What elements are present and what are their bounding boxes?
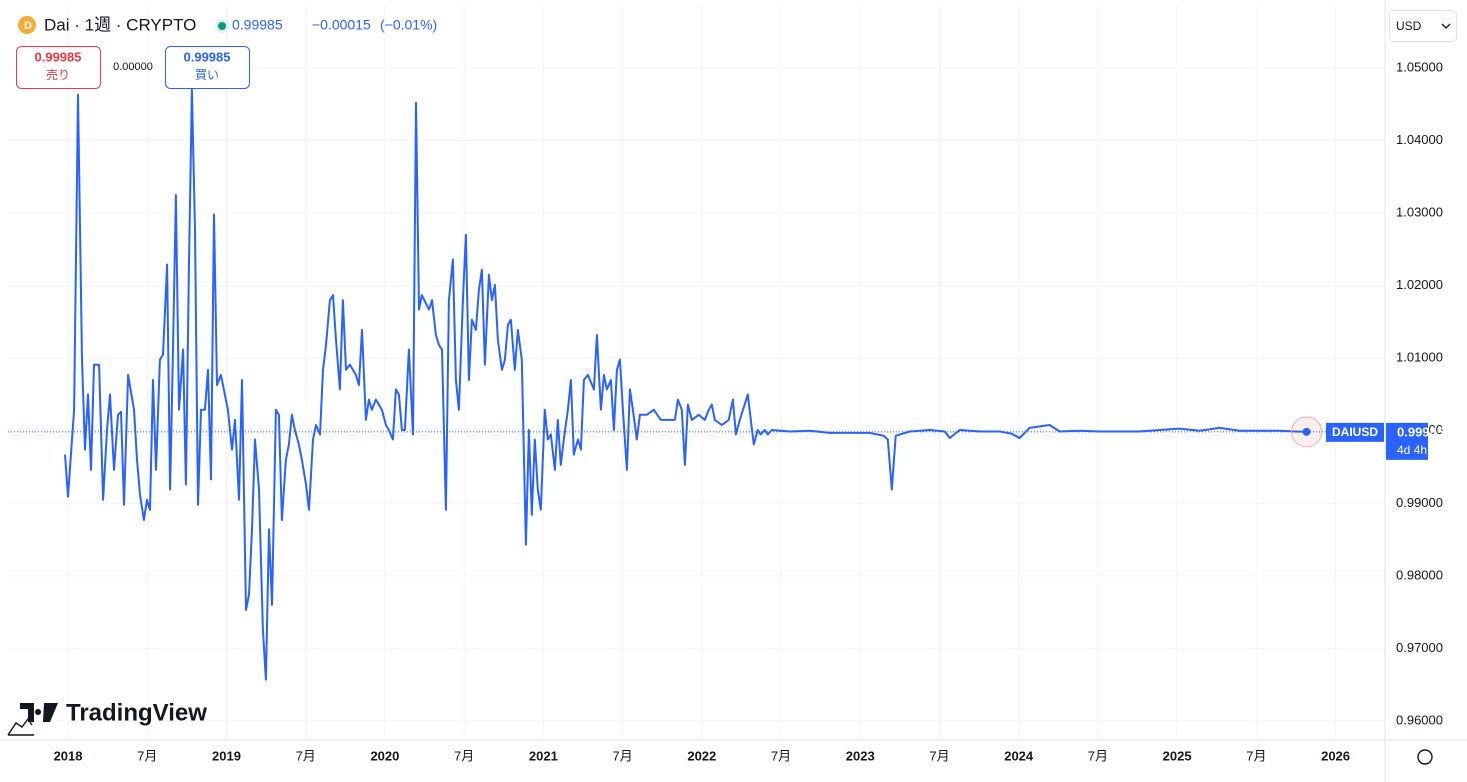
y-tick-label: 0.99000	[1396, 495, 1443, 510]
y-tick-label: 1.04000	[1396, 132, 1443, 147]
countdown-label: 4d 4h	[1397, 443, 1427, 457]
x-tick-label: 7月	[1088, 748, 1108, 763]
sell-price: 0.99985	[35, 49, 82, 64]
x-tick-label: 2020	[370, 748, 399, 763]
buy-button[interactable]	[165, 46, 250, 89]
x-tick-label: 2021	[529, 748, 558, 763]
coin-icon	[18, 16, 36, 34]
buy-price: 0.99985	[184, 49, 231, 64]
coin-icon-glyph: D	[24, 20, 32, 32]
change-pct: (−0.01%)	[380, 17, 437, 33]
symbol-tag	[1326, 422, 1384, 442]
replay-icon[interactable]	[7, 717, 34, 736]
y-tick-label: 0.97000	[1396, 640, 1443, 655]
x-tick-label: 2026	[1321, 748, 1350, 763]
price-tag-label: 0.99985	[1397, 424, 1444, 439]
x-tick-label: 2019	[212, 748, 241, 763]
last-price-dot	[1302, 427, 1311, 436]
settings-icon[interactable]	[1417, 749, 1433, 765]
currency: USD	[1396, 19, 1422, 33]
y-tick-label: 0.96000	[1396, 712, 1443, 727]
x-tick-label: 7月	[612, 748, 632, 763]
sell-label: 売り	[46, 67, 70, 82]
symbol-title: Dai · 1週 · CRYPTO	[44, 15, 196, 34]
symbol-tag-label: DAIUSD	[1332, 425, 1378, 439]
sell-button[interactable]	[16, 46, 101, 89]
y-tick-label: 1.03000	[1396, 205, 1443, 220]
x-tick-label: 2018	[54, 748, 83, 763]
y-tick-label: 1.01000	[1396, 350, 1443, 365]
buy-label: 買い	[195, 68, 219, 82]
grid	[8, 5, 1385, 740]
y-tick-label: 1.02000	[1396, 277, 1443, 292]
y-tick-label: 0.98000	[1396, 567, 1443, 582]
x-tick-label: 7月	[771, 748, 791, 763]
x-tick-label: 7月	[454, 748, 474, 763]
x-tick-label: 2024	[1004, 748, 1034, 763]
x-tick-label: 7月	[137, 748, 157, 763]
brand: TradingView	[66, 699, 207, 726]
dropdown-arrow	[1441, 23, 1451, 29]
y-tick-label: 1.05000	[1396, 59, 1443, 74]
price-line	[64, 88, 1307, 681]
logo-mark	[20, 703, 58, 722]
x-tick-label: 7月	[1246, 748, 1266, 763]
price: 0.99985	[232, 17, 283, 33]
currency-select[interactable]	[1389, 10, 1457, 42]
x-tick-label: 2025	[1163, 748, 1192, 763]
price-tag	[1386, 422, 1428, 460]
x-tick-label: 2023	[846, 748, 875, 763]
spread: 0.00000	[113, 61, 153, 73]
x-tick-label: 7月	[929, 748, 949, 763]
change: −0.00015	[312, 17, 371, 33]
plot	[8, 88, 1385, 681]
x-tick-label: 7月	[296, 748, 316, 763]
status-dot	[218, 22, 226, 30]
x-tick-label: 2022	[687, 748, 716, 763]
axes: 0.960000.970000.980000.990001.000001.010…	[54, 59, 1444, 763]
